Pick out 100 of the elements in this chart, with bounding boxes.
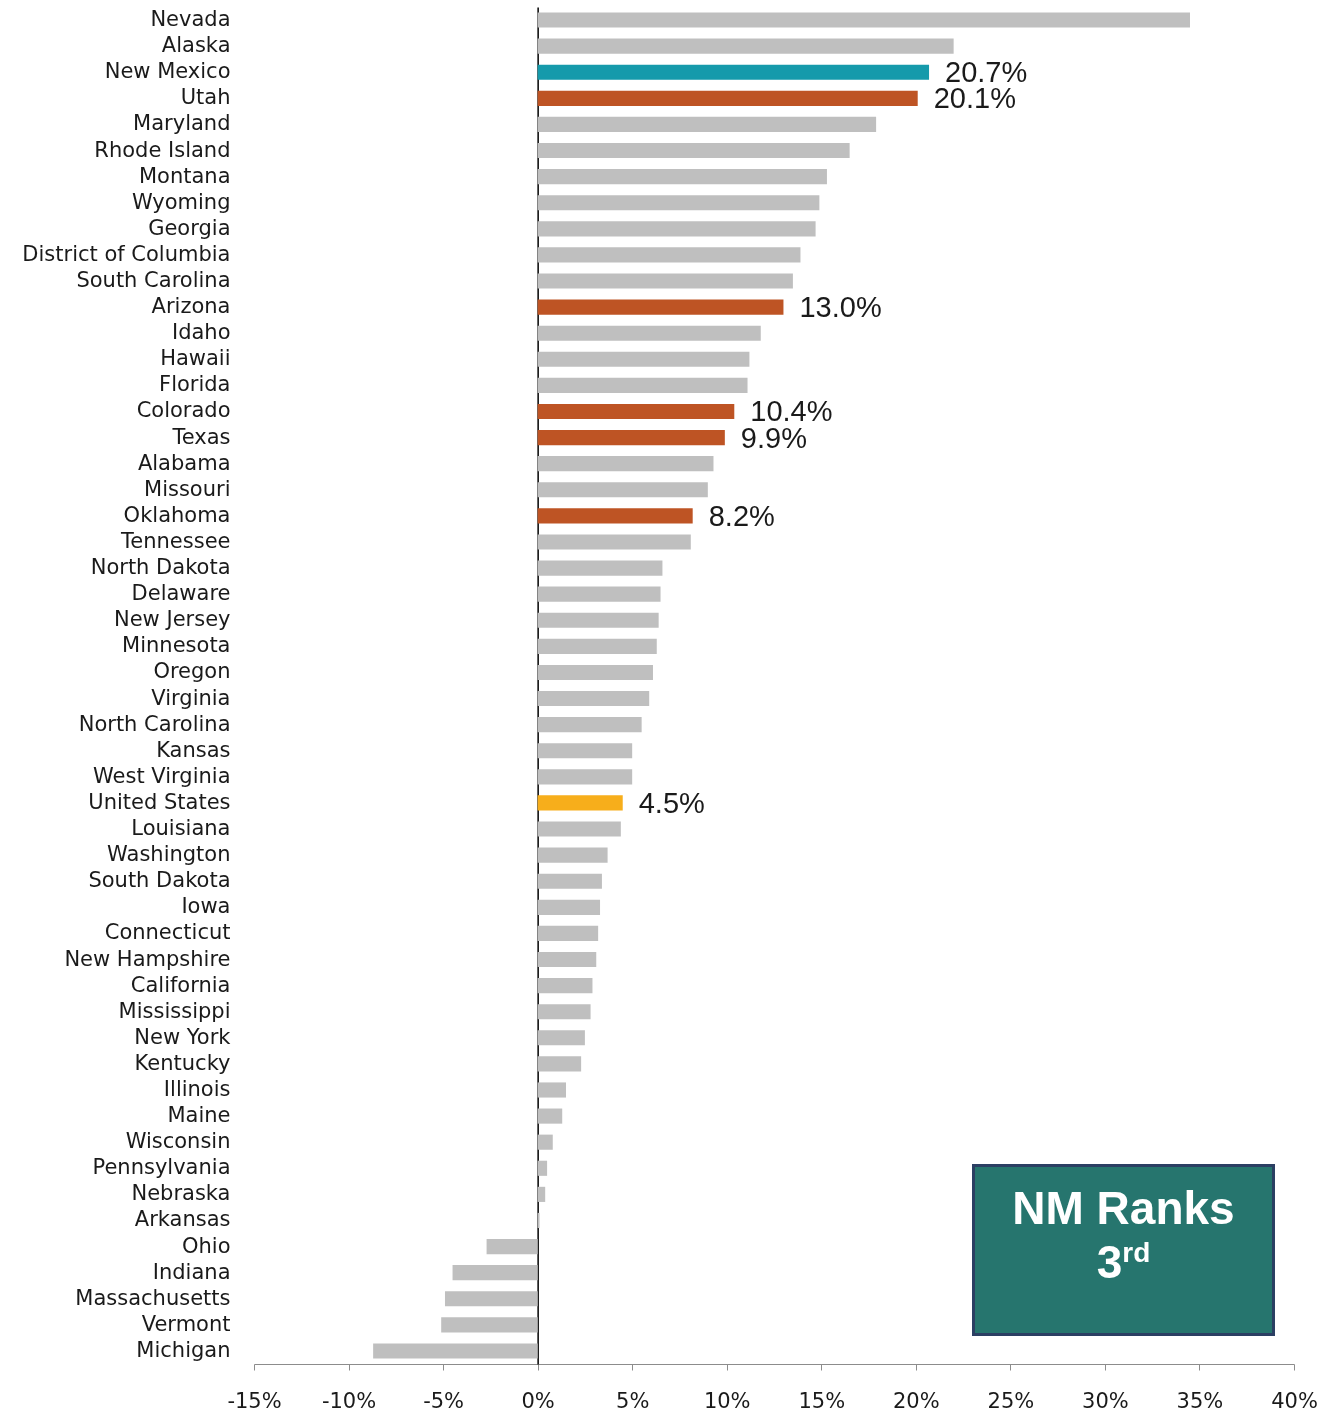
data-label: 8.2% [708, 499, 775, 532]
y-tick-label: Maryland [133, 111, 231, 136]
bar [537, 38, 954, 54]
y-tick-label: Kansas [156, 737, 231, 762]
annotation: NM Ranks 3$^{rd}$ [1012, 1182, 1235, 1288]
x-tick-label: 10% [703, 1388, 751, 1413]
x-tick-label: -15% [227, 1388, 282, 1413]
bar [373, 1343, 538, 1359]
y-tick-label: North Carolina [78, 711, 231, 736]
y-tick-label: Montana [138, 163, 231, 188]
y-tick-label: Colorado [136, 398, 231, 423]
bar [537, 299, 784, 315]
bar [441, 1317, 538, 1333]
y-tick-label: California [130, 972, 231, 997]
bar [537, 1160, 548, 1176]
y-tick-label: Illinois [163, 1076, 231, 1101]
bar [537, 1004, 591, 1020]
bar [537, 899, 601, 915]
x-tick-label: 30% [1082, 1388, 1129, 1413]
y-tick-label: New Jersey [113, 607, 231, 632]
y-tick-label: Georgia [148, 215, 231, 240]
y-tick-label: South Dakota [88, 868, 231, 893]
bar [537, 1186, 546, 1202]
bar [537, 795, 623, 811]
y-tick-label: Iowa [181, 894, 231, 919]
bar [537, 377, 748, 393]
y-tick-label: Alabama [137, 450, 231, 475]
y-tick-label: Ohio [181, 1233, 231, 1258]
x-tick-label: 25% [987, 1388, 1035, 1413]
bar [537, 769, 633, 785]
bar [537, 1134, 553, 1150]
y-tick-label: New York [134, 1024, 232, 1049]
bar [537, 873, 602, 889]
y-tick-label: Oregon [153, 659, 231, 684]
bar [537, 351, 750, 367]
bar [537, 12, 1190, 28]
y-tick-label: Delaware [131, 581, 231, 606]
x-tick-label: 15% [798, 1388, 846, 1413]
y-tick-label: Maine [167, 1103, 231, 1128]
bar [537, 90, 918, 106]
bar [537, 664, 653, 681]
y-tick-label: Arizona [151, 294, 231, 319]
bar [537, 690, 650, 707]
bar [537, 821, 621, 837]
bar [537, 586, 661, 602]
y-tick-label: Nebraska [131, 1181, 231, 1206]
y-tick-label: Vermont [141, 1311, 231, 1336]
x-tick-label: -5% [423, 1388, 465, 1413]
y-tick-label: Utah [180, 85, 231, 110]
bar [444, 1291, 538, 1307]
y-tick-label: North Dakota [90, 555, 231, 580]
y-tick-label: Rhode Island [94, 137, 231, 162]
y-tick-label: West Virginia [93, 763, 231, 788]
bar [537, 1030, 585, 1046]
bar [537, 560, 663, 576]
y-tick-label: Michigan [136, 1337, 231, 1362]
bar [537, 534, 691, 550]
callout-box: NM Ranks 3$^{rd}$ [972, 1164, 1275, 1336]
bar [537, 64, 930, 80]
y-tick-label: Arkansas [134, 1207, 231, 1232]
bar [537, 717, 642, 733]
y-tick-label: Mississippi [118, 998, 231, 1023]
y-tick-label: South Carolina [76, 268, 231, 293]
y-tick-label: Pennsylvania [92, 1155, 231, 1180]
y-tick-label: Alaska [161, 33, 231, 58]
y-tick-label: Indiana [152, 1259, 231, 1284]
bar [537, 142, 850, 159]
bar [537, 847, 608, 863]
bar [537, 456, 714, 472]
bar [537, 978, 593, 994]
data-label: 13.0% [799, 291, 882, 324]
y-tick-label: New Mexico [104, 59, 231, 84]
y-tick-label: Tennessee [120, 528, 231, 553]
y-tick-label: Nevada [150, 7, 231, 32]
y-tick-label: United States [88, 789, 231, 814]
bar [537, 221, 816, 237]
bar [486, 1239, 538, 1255]
bar [537, 1108, 563, 1124]
bar [537, 273, 793, 289]
bar [537, 116, 877, 132]
bar [537, 430, 725, 446]
y-tick-label: Louisiana [131, 816, 231, 841]
y-tick-label: Oklahoma [123, 502, 231, 527]
y-tick-label: Florida [159, 372, 231, 397]
y-tick-label: Idaho [171, 320, 231, 345]
bar [537, 325, 761, 341]
y-tick-label: Virginia [151, 685, 231, 710]
bar [537, 195, 820, 211]
bar [537, 951, 597, 968]
y-tick-label: Washington [107, 842, 231, 867]
x-tick-label: 5% [616, 1388, 650, 1413]
x-tick-label: 20% [892, 1388, 940, 1413]
y-tick-label: District of Columbia [22, 241, 231, 266]
bar [452, 1265, 538, 1281]
bar [537, 612, 659, 628]
bar [537, 508, 693, 524]
bar [537, 925, 599, 941]
data-label: 4.5% [638, 786, 705, 819]
y-tick-label: Missouri [144, 476, 231, 501]
bar [537, 403, 735, 420]
